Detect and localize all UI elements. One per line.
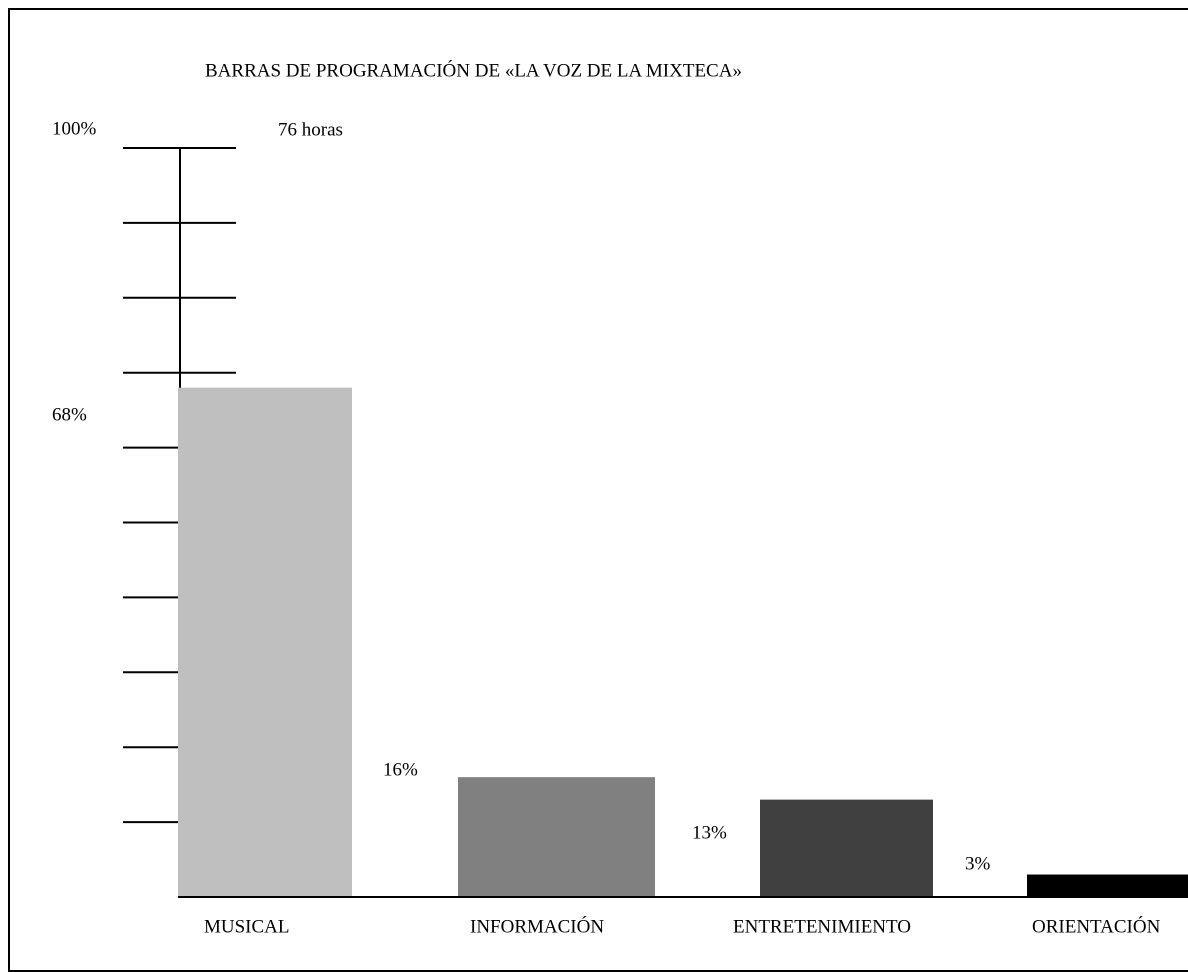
value-label: 68% [52,404,87,425]
y-tick-label: 100% [52,118,97,139]
x-tick-label: ENTRETENIMIENTO [733,916,911,937]
frame [8,8,1188,972]
bar [178,387,352,897]
x-tick-label: INFORMACIÓN [470,915,604,937]
value-label: 16% [383,759,418,780]
bar [1027,874,1188,897]
annotation: 76 horas [278,119,343,140]
bar [458,777,655,897]
value-label: 3% [965,853,991,874]
value-label: 13% [692,822,727,843]
bar [760,799,933,897]
chart-title: BARRAS DE PROGRAMACIÓN DE «LA VOZ DE LA … [205,59,742,81]
x-tick-label: ORIENTACIÓN [1032,915,1161,937]
x-tick-label: MUSICAL [204,916,290,937]
